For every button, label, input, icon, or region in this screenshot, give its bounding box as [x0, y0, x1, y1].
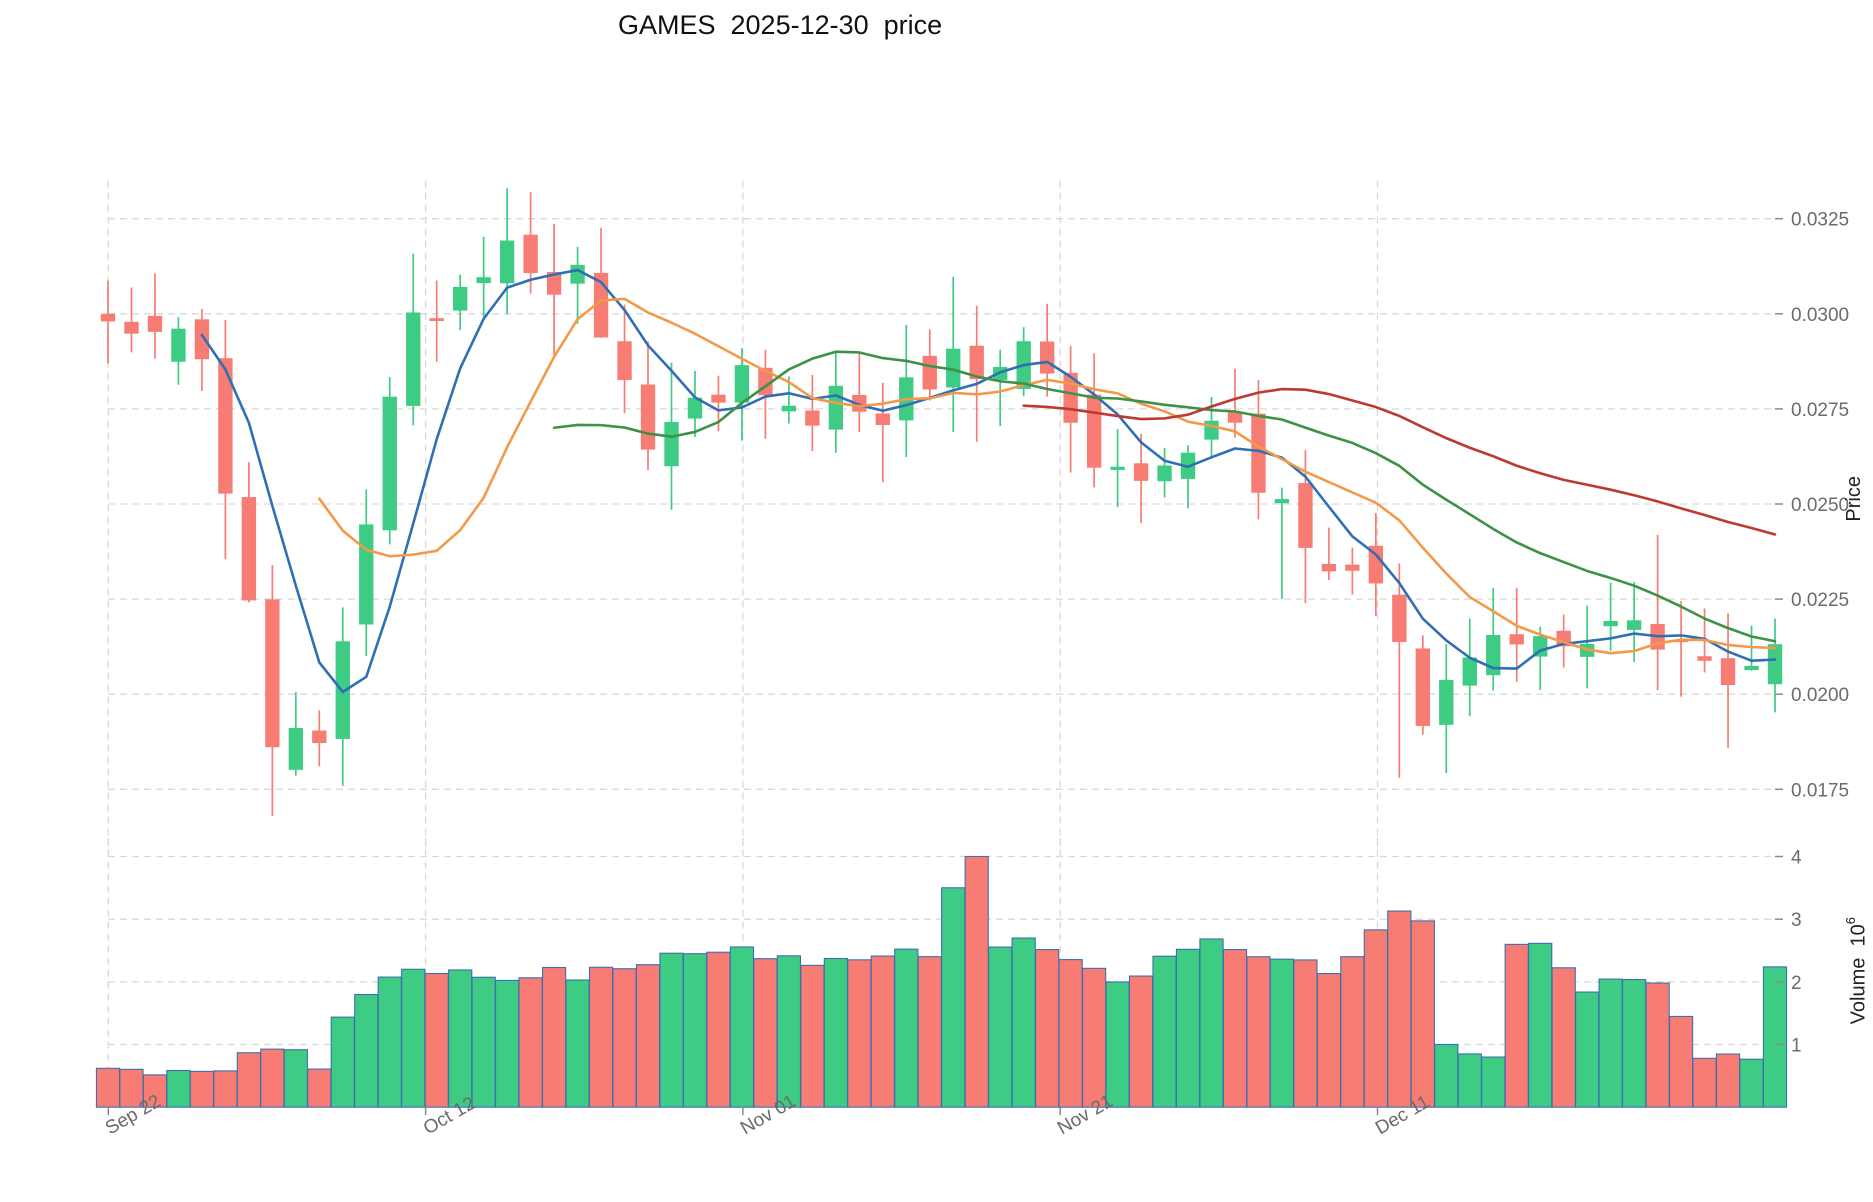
svg-text:0.0250: 0.0250: [1791, 495, 1849, 516]
svg-text:0.0325: 0.0325: [1791, 210, 1849, 231]
svg-text:0.0275: 0.0275: [1791, 400, 1849, 421]
svg-text:0.0200: 0.0200: [1791, 685, 1849, 706]
svg-text:4: 4: [1791, 848, 1802, 869]
svg-text:0.0225: 0.0225: [1791, 590, 1849, 611]
svg-text:0.0175: 0.0175: [1791, 780, 1849, 801]
svg-text:3: 3: [1791, 910, 1802, 931]
svg-text:2: 2: [1791, 973, 1802, 994]
svg-text:0.0300: 0.0300: [1791, 305, 1849, 326]
svg-text:1: 1: [1791, 1036, 1802, 1057]
